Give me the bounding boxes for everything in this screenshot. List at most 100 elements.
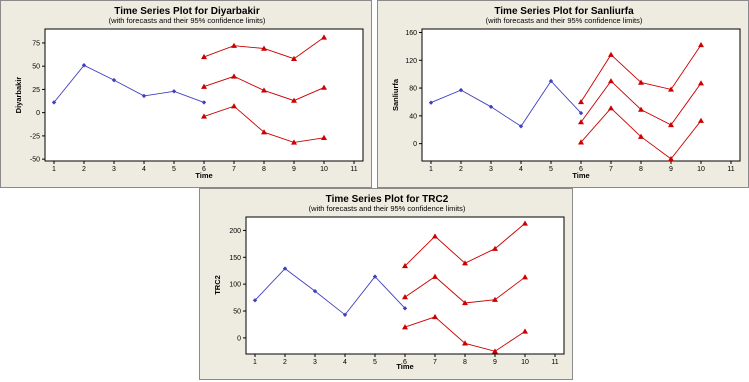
data-point-lower — [261, 129, 267, 135]
y-tick-label: 50 — [32, 64, 40, 71]
data-point-forecast — [522, 274, 528, 280]
x-tick-label: 8 — [463, 359, 467, 366]
data-point-lower — [638, 133, 644, 139]
data-point-forecast — [321, 84, 327, 90]
data-point-lower — [492, 348, 498, 354]
data-point-actual — [518, 124, 524, 129]
data-point-upper — [291, 55, 297, 61]
x-tick-label: 5 — [373, 359, 377, 366]
x-tick-label: 1 — [52, 166, 56, 173]
data-point-forecast — [698, 80, 704, 86]
x-tick-label: 5 — [549, 166, 553, 173]
series-line-actual — [53, 64, 205, 103]
data-point-upper — [698, 41, 704, 48]
data-point-forecast — [668, 121, 674, 128]
data-point-lower — [668, 155, 674, 162]
chart-title: Time Series Plot for Sanliurfa — [494, 6, 634, 17]
y-tick-label: 80 — [409, 86, 417, 93]
x-tick-label: 3 — [112, 166, 116, 173]
data-point-forecast — [261, 87, 267, 93]
x-tick-label: 7 — [232, 166, 236, 173]
data-point-lower — [231, 103, 237, 109]
x-axis-label: Time — [195, 171, 212, 180]
data-point-actual — [171, 89, 177, 94]
data-point-actual — [548, 78, 554, 84]
data-point-lower — [462, 340, 468, 346]
data-point-actual — [81, 63, 87, 68]
data-point-actual — [252, 298, 258, 303]
data-point-upper — [231, 42, 237, 48]
x-tick-label: 3 — [313, 359, 317, 366]
x-tick-label: 6 — [579, 166, 583, 173]
data-point-forecast — [492, 296, 498, 302]
data-point-lower — [402, 324, 408, 330]
data-point-forecast — [578, 119, 584, 125]
x-tick-label: 8 — [639, 166, 643, 173]
y-tick-label: 120 — [405, 58, 417, 65]
data-point-upper — [608, 51, 614, 57]
y-tick-label: 150 — [229, 255, 241, 262]
data-point-lower — [522, 328, 528, 334]
data-point-forecast — [201, 83, 207, 89]
x-tick-label: 2 — [283, 359, 287, 366]
data-point-actual — [201, 100, 207, 105]
x-tick-label: 10 — [697, 166, 705, 173]
y-tick-label: -50 — [30, 157, 40, 164]
x-tick-label: 3 — [489, 166, 493, 173]
chart-subtitle: (with forecasts and their 95% confidence… — [486, 16, 643, 25]
y-tick-label: 25 — [32, 87, 40, 94]
x-tick-label: 6 — [403, 359, 407, 366]
chart-title: Time Series Plot for TRC2 — [326, 194, 449, 205]
x-tick-label: 11 — [727, 166, 734, 173]
data-point-upper — [261, 45, 267, 51]
x-tick-label: 6 — [202, 166, 206, 173]
y-tick-label: 160 — [405, 30, 417, 37]
x-tick-label: 9 — [669, 166, 673, 173]
chart-trc2: Time Series Plot for TRC2 (with forecast… — [213, 194, 565, 371]
data-point-actual — [141, 93, 147, 99]
data-marks — [51, 34, 327, 145]
y-axis-label: Sanliurfa — [391, 78, 400, 111]
chart-panel-trc2: Time Series Plot for TRC2 (with forecast… — [199, 188, 573, 380]
x-tick-label: 4 — [519, 166, 523, 173]
data-point-actual — [578, 110, 584, 116]
data-point-actual — [312, 288, 318, 294]
x-tick-label: 11 — [551, 359, 558, 366]
data-point-forecast — [231, 73, 237, 79]
chart-sanliurfa: Time Series Plot for Sanliurfa (with for… — [391, 6, 741, 180]
data-point-upper — [492, 245, 498, 251]
y-tick-label: 100 — [229, 282, 241, 289]
x-tick-label: 11 — [350, 166, 357, 173]
series-line-actual — [430, 80, 582, 127]
data-point-actual — [488, 104, 494, 110]
data-point-upper — [578, 98, 584, 105]
data-point-lower — [698, 117, 704, 123]
chart-title: Time Series Plot for Diyarbakir — [114, 6, 260, 17]
x-tick-label: 1 — [253, 359, 257, 366]
data-point-lower — [201, 113, 207, 119]
data-point-upper — [432, 233, 438, 239]
x-tick-label: 9 — [292, 166, 296, 173]
x-axis: 1 2 3 4 5 6 7 8 9 10 11 — [429, 161, 735, 173]
y-tick-label: 40 — [409, 113, 417, 120]
x-tick-label: 7 — [433, 359, 437, 366]
data-point-lower — [608, 105, 614, 111]
x-tick-label: 1 — [429, 166, 433, 173]
data-point-forecast — [638, 106, 644, 112]
x-axis: 1 2 3 4 5 6 7 8 9 10 11 — [52, 161, 358, 173]
data-point-forecast — [608, 78, 614, 84]
y-tick-label: 0 — [36, 110, 40, 117]
y-tick-label: 0 — [237, 335, 241, 342]
y-axis-label: TRC2 — [213, 275, 222, 295]
data-marks — [428, 41, 704, 162]
chart-panel-sanliurfa: Time Series Plot for Sanliurfa (with for… — [377, 0, 749, 188]
data-point-actual — [342, 312, 348, 317]
data-point-actual — [111, 77, 117, 83]
data-point-upper — [201, 53, 207, 60]
data-point-forecast — [432, 273, 438, 279]
chart-panel-diyarbakir: Time Series Plot for Diyarbakir (with fo… — [0, 0, 372, 188]
data-point-actual — [402, 306, 408, 311]
y-axis: 0 40 80 120 160 — [405, 30, 422, 148]
y-tick-label: 0 — [413, 141, 417, 148]
x-tick-label: 4 — [142, 166, 146, 173]
